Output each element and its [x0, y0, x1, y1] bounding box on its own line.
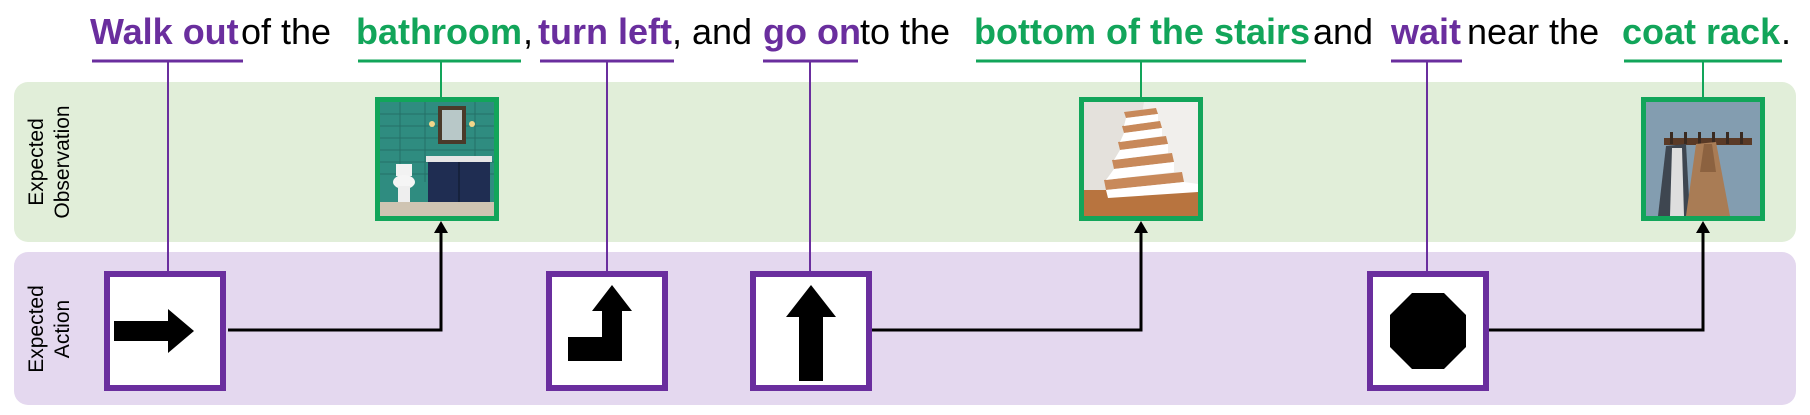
coat-rack-photo	[1646, 102, 1760, 216]
action-go-on	[750, 271, 872, 391]
expected-observation-band	[14, 82, 1796, 242]
phrase-text: .	[1781, 11, 1792, 52]
phrase-text: of the	[241, 11, 332, 52]
bathroom-photo	[380, 102, 494, 216]
observation-stairs	[1079, 97, 1203, 221]
action-turn-left	[546, 271, 668, 391]
phrase-bottom-of-the-stairs: bottom of the stairs	[974, 11, 1311, 52]
arrowhead-stairs	[1134, 221, 1148, 233]
arrowhead-coat-rack	[1696, 221, 1710, 233]
phrase-coat-rack: coat rack	[1622, 11, 1781, 52]
flow-walk-out-to-bathroom	[228, 231, 443, 332]
phrase-wait: wait	[1391, 11, 1462, 52]
observation-coat-rack	[1641, 97, 1765, 221]
observation-bathroom	[375, 97, 499, 221]
flow-wait-to-coat-rack	[1487, 231, 1705, 332]
phrase-go-on: go on	[763, 11, 861, 52]
arrow-up-icon	[786, 285, 836, 381]
phrase-text: and	[1313, 11, 1374, 52]
instruction-sentence: Walk out of the bathroom , turn left , a…	[0, 6, 1810, 58]
phrase-text: , and	[672, 11, 753, 52]
flow-go-on-to-stairs	[870, 231, 1143, 332]
stairs-photo	[1084, 102, 1198, 216]
phrase-text: to the	[860, 11, 951, 52]
turn-left-arrow-icon	[568, 285, 632, 361]
stop-octagon-icon	[1390, 293, 1466, 369]
phrase-bathroom: bathroom	[356, 11, 522, 52]
phrase-walk-out: Walk out	[90, 11, 239, 52]
arrow-right-icon	[114, 309, 194, 353]
arrowhead-bathroom	[434, 221, 448, 233]
phrase-text: near the	[1467, 11, 1600, 52]
phrase-text: ,	[523, 11, 534, 52]
action-wait	[1367, 271, 1489, 391]
action-walk-out	[104, 271, 226, 391]
phrase-turn-left: turn left	[538, 11, 672, 52]
